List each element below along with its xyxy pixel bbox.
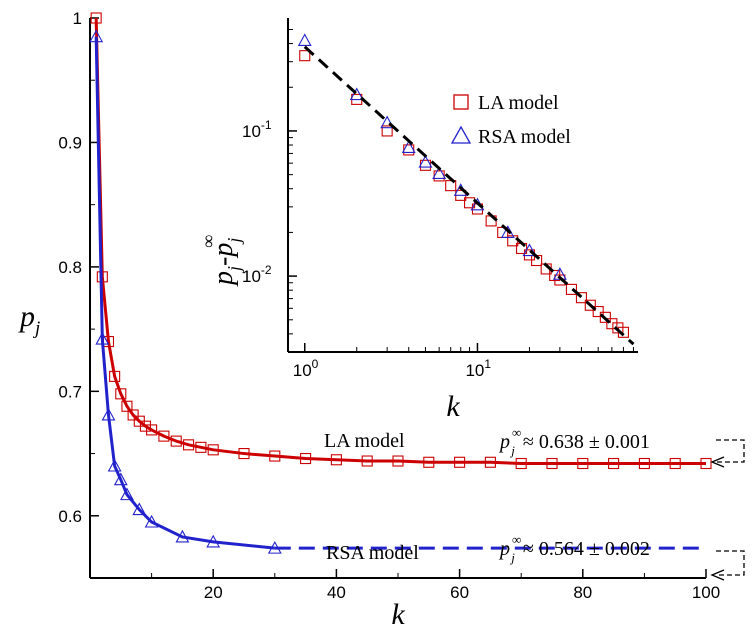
la-data-point xyxy=(669,457,681,470)
rsa-data-point xyxy=(107,458,122,472)
legend-square-icon xyxy=(453,94,469,110)
inset-la-data-point xyxy=(464,197,476,209)
rsa-arrow-head-icon xyxy=(710,569,725,581)
la-data-point xyxy=(577,457,589,470)
y-tick-label: 0.9 xyxy=(58,133,82,152)
inset-rsa-data-point xyxy=(349,87,364,101)
inset-legend: LA model RSA model xyxy=(450,92,571,148)
inset-rsa-data-point xyxy=(432,166,447,179)
x-tick-label: 40 xyxy=(327,583,346,602)
la-data-point xyxy=(423,456,435,468)
la-data-point xyxy=(90,12,102,24)
rsa-data-point xyxy=(267,540,282,554)
la-data-point xyxy=(608,457,620,470)
la-data-point xyxy=(183,439,195,451)
inset-la-data-point xyxy=(381,125,393,137)
la-asymptote-annotation: p ∞ j ≈ 0.638 ± 0.001 xyxy=(498,425,650,458)
rsa-data-point xyxy=(95,331,110,345)
main-plot: 20 40 60 80 100 0.6 0.7 0.8 0.9 1 k pj LA model R… xyxy=(18,9,745,628)
la-data-point xyxy=(109,370,121,382)
inset-la-data-point xyxy=(299,50,311,62)
inset-series xyxy=(297,33,635,346)
inset-la-data-point xyxy=(554,274,566,286)
la-series-line xyxy=(94,17,706,466)
la-data-point xyxy=(300,452,312,465)
la-arrow-head-icon xyxy=(710,456,725,468)
rsa-bracket-arrow xyxy=(716,550,745,576)
la-data-point xyxy=(546,457,558,470)
y-tick-label: 0.7 xyxy=(58,382,82,401)
la-data-point xyxy=(238,448,250,460)
inset-y-axis-label: pj-pj∞ xyxy=(198,235,244,287)
rsa-data-point xyxy=(175,529,190,543)
rsa-data-point xyxy=(206,534,221,548)
rsa-data-point xyxy=(113,472,128,486)
la-data-point xyxy=(454,456,466,468)
x-tick-label: 80 xyxy=(573,583,592,602)
rsa-data-point xyxy=(120,487,134,501)
la-data-point xyxy=(195,441,207,453)
inset-x-tick-label: 101 xyxy=(465,357,491,380)
la-data-point xyxy=(170,435,182,447)
y-axis-label: pj xyxy=(18,300,40,339)
inset-x-tick-label: 100 xyxy=(293,357,319,380)
inset-la-data-point xyxy=(575,292,588,304)
y-tick-label: 0.6 xyxy=(58,507,82,526)
inset-y-tick-label: 10-1 xyxy=(242,118,272,141)
inset-rsa-data-point xyxy=(522,243,537,257)
la-data-point xyxy=(121,400,133,412)
main-axes: 20 40 60 80 100 0.6 0.7 0.8 0.9 1 xyxy=(58,9,720,602)
la-bracket-arrow xyxy=(716,439,745,463)
inset-la-data-point xyxy=(565,283,577,295)
x-axis-label: k xyxy=(391,598,405,628)
main-series xyxy=(89,12,712,554)
rsa-data-point xyxy=(144,514,159,528)
legend-rsa-label: RSA model xyxy=(478,126,571,148)
rsa-data-point xyxy=(101,407,116,421)
la-data-point xyxy=(484,456,496,468)
rsa-model-label: RSA model xyxy=(326,542,419,564)
legend-triangle-icon xyxy=(450,125,472,144)
la-data-point xyxy=(515,457,527,470)
la-data-point xyxy=(392,455,404,467)
rsa-asymptote-annotation: p ∞ j ≈ 0.564 ± 0.002 xyxy=(498,532,650,565)
legend-la-label: LA model xyxy=(478,92,559,114)
inset-la-data-point xyxy=(599,311,611,323)
x-tick-label: 20 xyxy=(204,583,223,602)
la-data-point xyxy=(139,420,151,432)
rsa-series-line xyxy=(94,36,275,550)
la-data-point xyxy=(361,455,373,467)
inset-axes: 100 101 10-2 10-1 xyxy=(242,18,638,380)
la-data-point xyxy=(115,388,127,400)
inset-la-data-point xyxy=(592,305,604,318)
inset-rsa-data-point xyxy=(401,140,416,153)
rsa-data-point xyxy=(89,29,104,43)
x-tick-label: 100 xyxy=(692,583,720,602)
la-data-point xyxy=(158,430,170,442)
la-data-point xyxy=(638,457,650,470)
y-tick-label: 1 xyxy=(73,9,82,28)
inset-y-tick-label: 10-2 xyxy=(242,263,272,286)
rsa-data-point xyxy=(132,502,147,516)
inset-la-data-point xyxy=(606,318,618,330)
y-tick-label: 0.8 xyxy=(58,258,82,277)
inset-la-data-point xyxy=(584,299,596,311)
inset-rsa-data-point xyxy=(380,115,395,129)
la-data-point xyxy=(146,424,158,436)
la-data-point xyxy=(127,409,139,421)
inset-fit-line xyxy=(303,45,635,346)
la-data-point xyxy=(207,444,219,456)
la-data-point xyxy=(269,450,281,462)
inset-rsa-data-point xyxy=(297,33,312,47)
x-tick-label: 60 xyxy=(450,583,469,602)
la-model-label: LA model xyxy=(324,430,405,452)
la-data-point xyxy=(700,457,712,470)
inset-rsa-data-point xyxy=(418,154,433,168)
inset-plot: 100 101 10-2 10-1 k pj-pj∞ LA model RSA mod… xyxy=(198,18,638,423)
la-data-point xyxy=(330,454,342,466)
inset-x-axis-label: k xyxy=(446,390,460,423)
